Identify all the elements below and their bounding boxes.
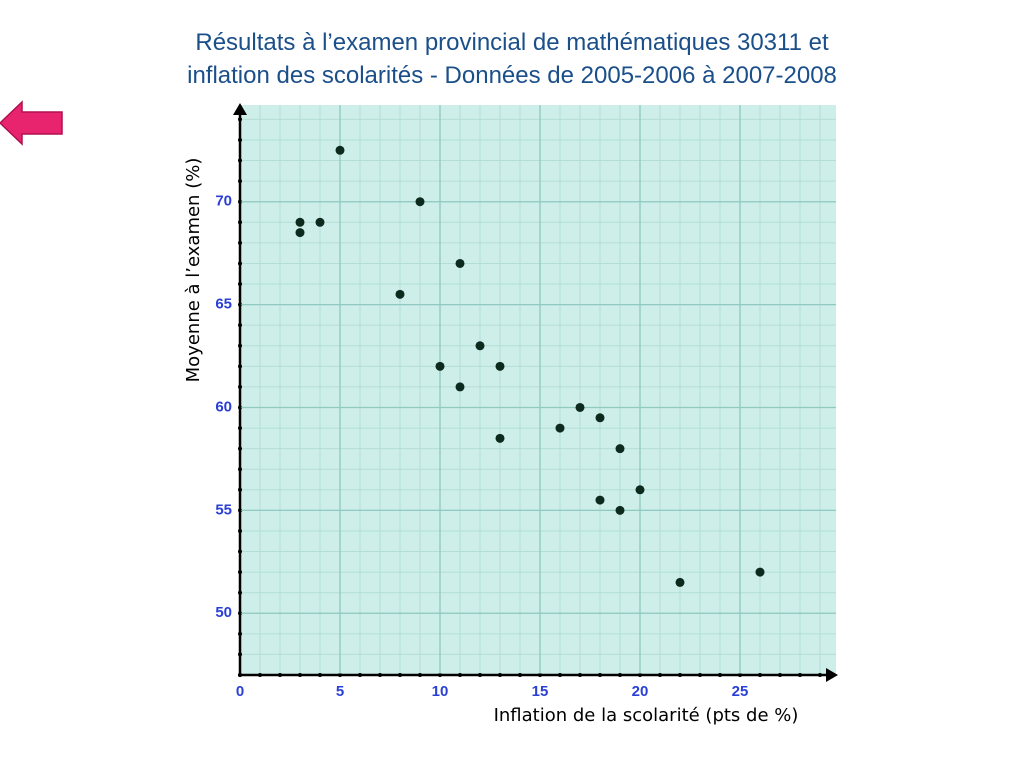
x-tick-label: 25: [732, 683, 749, 700]
x-axis-arrow: [826, 668, 838, 682]
data-point: [575, 402, 585, 412]
data-point: [335, 145, 345, 155]
data-point: [295, 217, 305, 227]
data-point: [555, 423, 565, 433]
data-point: [635, 485, 645, 495]
data-point: [455, 382, 465, 392]
chart-title: Résultats à l’examen provincial de mathé…: [195, 29, 829, 56]
data-point: [415, 197, 425, 207]
y-tick-label: 55: [215, 501, 232, 518]
data-point: [595, 495, 605, 505]
y-tick-label: 65: [215, 296, 232, 313]
x-tick-label: 10: [432, 683, 449, 700]
plot-area: [240, 105, 836, 675]
data-point: [315, 217, 325, 227]
y-tick-label: 60: [215, 398, 232, 415]
y-tick-label: 70: [215, 193, 232, 210]
x-tick-label: 5: [336, 683, 344, 700]
data-point: [755, 567, 765, 577]
data-point: [495, 361, 505, 371]
data-point: [455, 258, 465, 268]
data-point: [615, 444, 625, 454]
x-tick-label: 15: [532, 683, 549, 700]
data-point: [495, 433, 505, 443]
data-point: [595, 413, 605, 423]
back-arrow-button[interactable]: [0, 100, 63, 146]
data-point: [295, 228, 305, 238]
data-point: [395, 289, 405, 299]
y-axis-arrow: [233, 103, 247, 115]
y-tick-label: 50: [215, 604, 232, 621]
x-tick-label: 0: [236, 683, 244, 700]
y-axis-label: Moyenne à l’examen (%): [183, 158, 204, 383]
data-point: [435, 361, 445, 371]
data-point: [675, 577, 685, 587]
data-point: [615, 505, 625, 515]
x-axis-label: Inflation de la scolarité (pts de %): [494, 705, 799, 726]
x-tick-label: 20: [632, 683, 649, 700]
data-point: [475, 341, 485, 351]
chart-title: inflation des scolarités - Données de 20…: [187, 62, 837, 89]
